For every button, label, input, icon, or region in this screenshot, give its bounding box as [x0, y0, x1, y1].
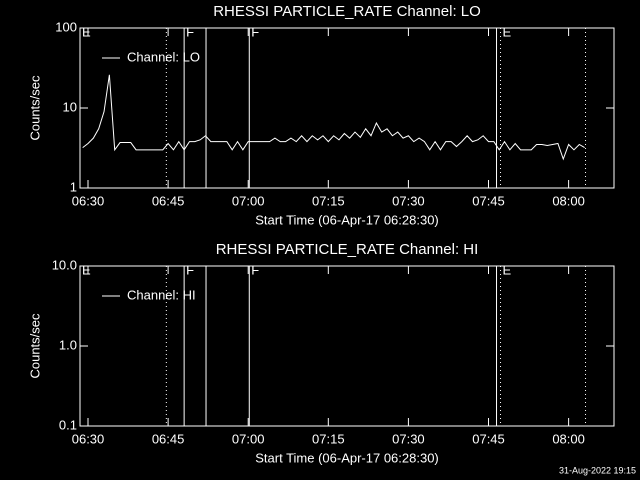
- x-axis-label: Start Time (06-Apr-17 06:28:30): [255, 450, 439, 465]
- event-label: F: [186, 262, 194, 277]
- footer-timestamp: 31-Aug-2022 19:15: [559, 465, 636, 475]
- x-tick-label: 07:45: [472, 431, 505, 446]
- x-tick-label: 06:30: [72, 431, 105, 446]
- event-label: F: [251, 262, 259, 277]
- y-axis-label: Counts/sec: [27, 313, 42, 379]
- x-tick-label: 06:45: [152, 193, 185, 208]
- x-tick-label: 08:00: [552, 431, 585, 446]
- x-tick-label: 08:00: [552, 193, 585, 208]
- event-label: E: [82, 24, 91, 39]
- event-label: F: [186, 24, 194, 39]
- y-tick-label: 10: [63, 99, 77, 114]
- y-tick-label: 1.0: [59, 337, 77, 352]
- chart-title: RHESSI PARTICLE_RATE Channel: LO: [213, 3, 481, 20]
- y-tick-label: 1: [70, 179, 77, 194]
- legend-label: Channel: HI: [127, 287, 196, 302]
- event-label: E: [503, 262, 512, 277]
- x-tick-label: 07:15: [312, 193, 345, 208]
- x-tick-label: 07:15: [312, 431, 345, 446]
- x-tick-label: 06:30: [72, 193, 105, 208]
- legend-label: Channel: LO: [127, 49, 200, 64]
- y-axis-label: Counts/sec: [27, 75, 42, 141]
- x-tick-label: 07:30: [392, 193, 425, 208]
- y-tick-label: 10.0: [52, 257, 77, 272]
- x-tick-label: 07:45: [472, 193, 505, 208]
- x-tick-label: 07:00: [232, 431, 265, 446]
- x-tick-label: 07:30: [392, 431, 425, 446]
- event-label: F: [251, 24, 259, 39]
- event-label: E: [503, 24, 512, 39]
- y-tick-label: 0.1: [59, 417, 77, 432]
- y-tick-label: 100: [55, 19, 77, 34]
- chart-title: RHESSI PARTICLE_RATE Channel: HI: [216, 241, 479, 258]
- x-axis-label: Start Time (06-Apr-17 06:28:30): [255, 212, 439, 227]
- x-tick-label: 07:00: [232, 193, 265, 208]
- x-tick-label: 06:45: [152, 431, 185, 446]
- event-label: E: [82, 262, 91, 277]
- data-line: [82, 74, 585, 161]
